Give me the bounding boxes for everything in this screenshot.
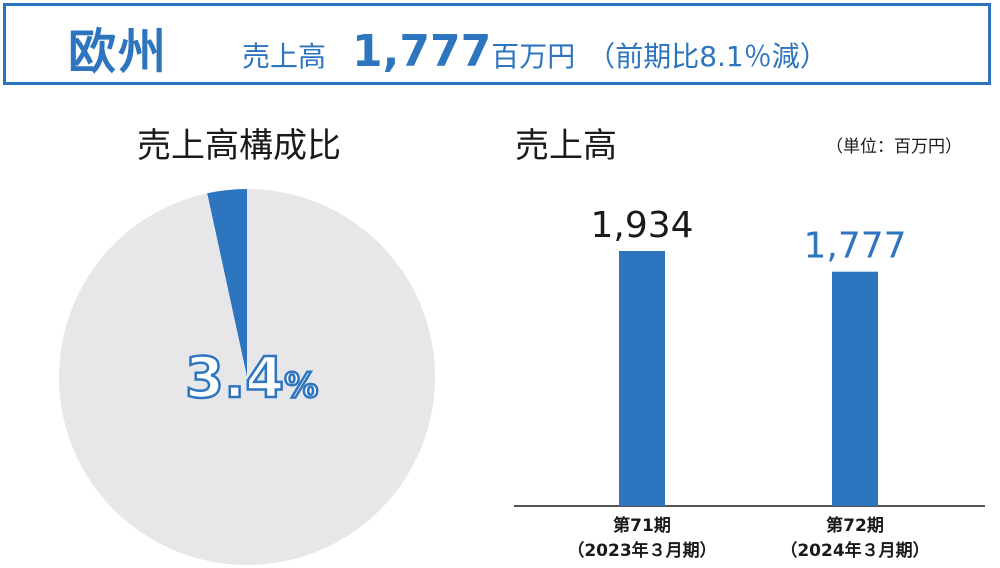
sales-label: 売上高 — [242, 40, 327, 73]
bar-category-sublabel-1: （2024年３月期） — [780, 540, 929, 561]
bar-category-label-1: 第72期 — [826, 515, 884, 536]
bar-value-label-0: 1,934 — [590, 205, 693, 246]
pie-slice-0 — [207, 189, 247, 377]
region-name: 欧州 — [68, 24, 169, 80]
bar-category-sublabel-0: （2023年３月期） — [567, 540, 716, 561]
bar-1 — [832, 271, 878, 506]
pie-slice-1 — [59, 189, 436, 565]
summary-header: 欧州 売上高 1,777 百万円 （前期比8.1％減） — [3, 3, 991, 85]
sales-unit: 百万円 — [491, 40, 576, 73]
bar-0 — [619, 250, 665, 506]
bar-chart-title: 売上高 — [515, 126, 617, 166]
sales-summary: 売上高 1,777 百万円 （前期比8.1％減） — [242, 26, 828, 77]
unit-note: （単位：百万円） — [826, 137, 962, 157]
bar-category-label-0: 第71期 — [613, 515, 671, 536]
pie-chart-title: 売上高構成比 — [137, 126, 341, 166]
sales-value: 1,777 — [352, 26, 492, 77]
sales-change: （前期比8.1％減） — [587, 40, 828, 73]
pie-chart: 3.4% — [59, 189, 436, 565]
bar-chart: 1,934 第71期 （2023年３月期） 1,777 第72期 （2024年３月期） — [514, 205, 985, 561]
pie-center-label: 3.4% — [185, 346, 318, 411]
pie-center-number: 3.4 — [185, 346, 284, 411]
pie-center-suffix: % — [284, 366, 318, 406]
bar-value-label-1: 1,777 — [803, 226, 906, 267]
